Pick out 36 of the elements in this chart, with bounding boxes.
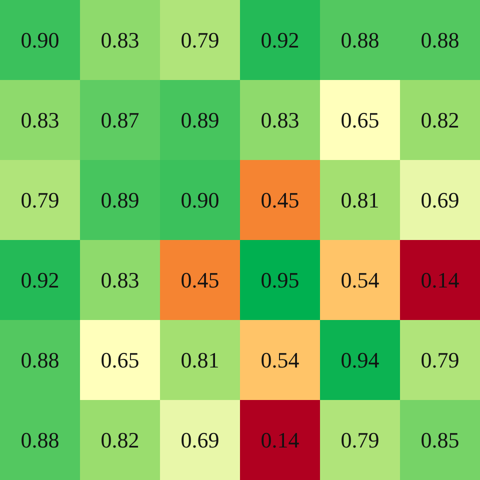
data-label: 0.83: [100, 28, 140, 53]
data-label: 0.87: [100, 108, 140, 133]
data-label: 0.69: [180, 428, 220, 453]
data-label: 0.54: [260, 348, 300, 373]
data-label: 0.65: [100, 348, 140, 373]
data-label: 0.92: [20, 268, 60, 293]
data-label: 0.88: [420, 28, 460, 53]
data-label: 0.90: [180, 188, 220, 213]
data-label: 0.69: [420, 188, 460, 213]
data-label: 0.79: [180, 28, 220, 53]
data-label: 0.45: [260, 188, 300, 213]
data-label: 0.82: [100, 428, 140, 453]
data-label: 0.95: [260, 268, 300, 293]
data-label: 0.92: [260, 28, 300, 53]
data-label: 0.90: [20, 28, 60, 53]
data-label: 0.88: [20, 348, 60, 373]
data-label: 0.14: [420, 268, 460, 293]
data-label: 0.79: [20, 188, 60, 213]
data-label: 0.85: [420, 428, 460, 453]
data-label: 0.88: [20, 428, 60, 453]
data-label: 0.89: [100, 188, 140, 213]
data-label: 0.79: [340, 428, 380, 453]
data-label: 0.88: [340, 28, 380, 53]
data-label: 0.83: [20, 108, 60, 133]
data-label: 0.83: [100, 268, 140, 293]
data-label: 0.94: [340, 348, 380, 373]
data-label: 0.14: [260, 428, 300, 453]
data-label: 0.65: [340, 108, 380, 133]
data-label: 0.81: [340, 188, 380, 213]
data-label: 0.83: [260, 108, 300, 133]
data-label: 0.81: [180, 348, 220, 373]
data-label: 0.45: [180, 268, 220, 293]
data-label: 0.82: [420, 108, 460, 133]
data-label: 0.79: [420, 348, 460, 373]
data-label: 0.54: [340, 268, 380, 293]
data-label: 0.89: [180, 108, 220, 133]
